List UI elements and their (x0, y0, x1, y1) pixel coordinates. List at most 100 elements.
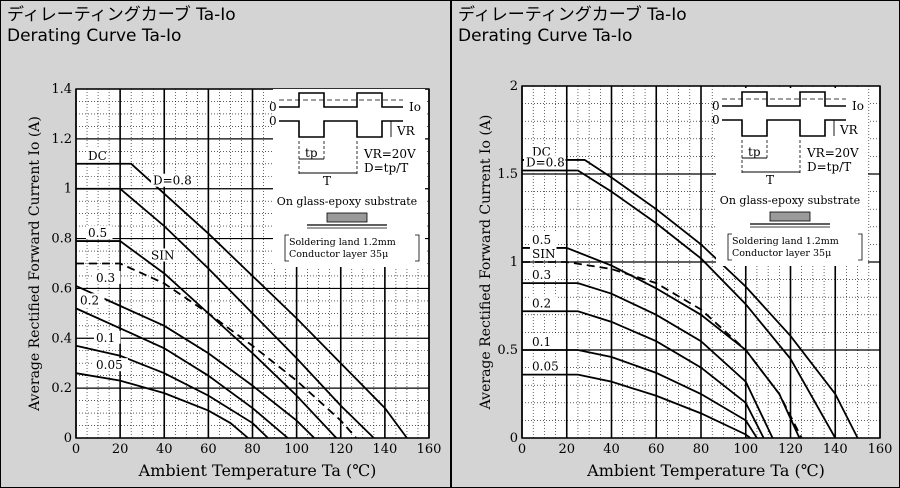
x-tick-label: 140 (823, 442, 848, 457)
series-line (75, 344, 269, 439)
series-label-bg (530, 359, 564, 373)
y-tick-label: 1 (510, 255, 518, 270)
x-tick-label: 20 (558, 442, 575, 457)
zero-label-top: 0 (712, 99, 720, 113)
series-label: SIN (151, 249, 174, 263)
series-label: 0.5 (88, 226, 107, 240)
bracket-left (284, 234, 289, 262)
series-label-bg (524, 155, 566, 169)
series-line (522, 373, 751, 439)
bracket-right (415, 234, 420, 262)
series-line (75, 285, 315, 439)
series-label: 0.2 (80, 293, 99, 307)
series-line (522, 169, 837, 439)
y-tick-label: 0.2 (51, 381, 72, 396)
x-tick-label: 40 (156, 442, 173, 457)
y-tick-label: 0.6 (51, 281, 72, 296)
y-tick-label: 1.5 (497, 167, 518, 182)
series-label-bg (149, 248, 176, 262)
vr-label: VR (839, 123, 859, 137)
title-english: Derating Curve Ta-Io (458, 26, 633, 46)
y-axis-title: Average Rectified Forward Current Io (A) (27, 116, 43, 412)
x-axis-title: Ambient Temperature Ta (℃) (138, 461, 377, 480)
series-label-bg (530, 335, 557, 348)
series-label-bg (530, 247, 557, 260)
series-label: SIN (532, 247, 555, 261)
substrate-note: On glass-epoxy substrate (277, 195, 417, 208)
series-line (76, 262, 357, 439)
component-body (769, 211, 811, 222)
series-label-bg (530, 232, 557, 246)
period-label: T (323, 174, 331, 188)
series-label: 0.5 (532, 233, 551, 247)
series-label-bg (530, 268, 557, 282)
series-line (75, 307, 289, 439)
bracket-left (727, 233, 732, 261)
title-japanese: ディレーティングカーブ Ta-Io (7, 5, 236, 25)
chart-panel-right: ディレーティングカーブ Ta-Io Derating Curve Ta-Io 0… (452, 1, 900, 487)
x-tick-label: 80 (693, 442, 710, 457)
x-tick-label: 160 (417, 442, 442, 457)
y-tick-label: 0 (64, 431, 72, 446)
y-axis-title: Average Rectified Forward Current Io (A) (478, 115, 494, 411)
y-tick-label: 0.4 (51, 331, 72, 346)
x-tick-label: 60 (200, 442, 217, 457)
x-tick-label: 40 (603, 442, 620, 457)
series-label-bg (78, 293, 105, 307)
x-tick-label: 160 (868, 442, 893, 457)
substrate-note: On glass-epoxy substrate (720, 194, 860, 207)
series-label: 0.1 (96, 331, 115, 345)
component-body (326, 212, 368, 223)
vr-waveform (722, 119, 846, 137)
series-line (75, 372, 249, 439)
conductor-layer-note: Conductor layer 35μ (732, 248, 831, 259)
series-label: 0.05 (96, 358, 123, 372)
series-line (522, 349, 758, 439)
x-tick-label: 120 (328, 442, 353, 457)
conductor-layer-note: Conductor layer 35μ (289, 249, 388, 260)
series-label: 0.2 (532, 296, 551, 310)
y-tick-label: 1 (64, 182, 72, 197)
series-label: 0.1 (532, 335, 551, 349)
y-tick-label: 1.4 (51, 82, 72, 97)
io-label: Io (852, 99, 864, 113)
x-tick-label: 100 (733, 442, 758, 457)
series-label: 0.05 (532, 360, 559, 374)
tp-label: tp (748, 145, 761, 159)
soldering-land-note: Soldering land 1.2mm (289, 237, 396, 248)
y-tick-label: 2 (510, 79, 518, 94)
series-label: D=0.8 (153, 174, 192, 188)
x-tick-label: 0 (72, 442, 80, 457)
series-line (522, 310, 765, 439)
panel-divider (450, 1, 452, 487)
bracket-right (858, 233, 863, 261)
vr-value: VR=20V (363, 147, 416, 161)
x-tick-label: 120 (778, 442, 803, 457)
x-tick-label: 60 (648, 442, 665, 457)
y-tick-label: 1.2 (51, 132, 72, 147)
period-label: T (766, 173, 774, 187)
series-label: DC (88, 149, 107, 163)
series-line (522, 282, 774, 439)
series-line (522, 247, 801, 439)
y-tick-label: 0 (510, 431, 518, 446)
series-label: 0.3 (532, 268, 551, 282)
vr-label: VR (396, 124, 416, 138)
derating-chart-left: 0 20 40 60 80 100 120 140 160 0 0.2 0.4 0.6 0.8 1 1.2 1.… (27, 82, 442, 480)
series-line (76, 187, 375, 439)
zero-label-top: 0 (269, 100, 277, 114)
soldering-land-note: Soldering land 1.2mm (732, 236, 839, 247)
inset-background (273, 89, 425, 267)
x-tick-label: 20 (112, 442, 129, 457)
x-tick-label: 0 (518, 442, 526, 457)
series-label: DC (532, 145, 551, 159)
x-tick-label: 100 (284, 442, 309, 457)
series-label: 0.3 (96, 271, 115, 285)
series-label-bg (530, 296, 557, 310)
zero-label-bottom: 0 (712, 113, 720, 127)
series-line (522, 159, 859, 439)
zero-label-bottom: 0 (269, 114, 277, 128)
